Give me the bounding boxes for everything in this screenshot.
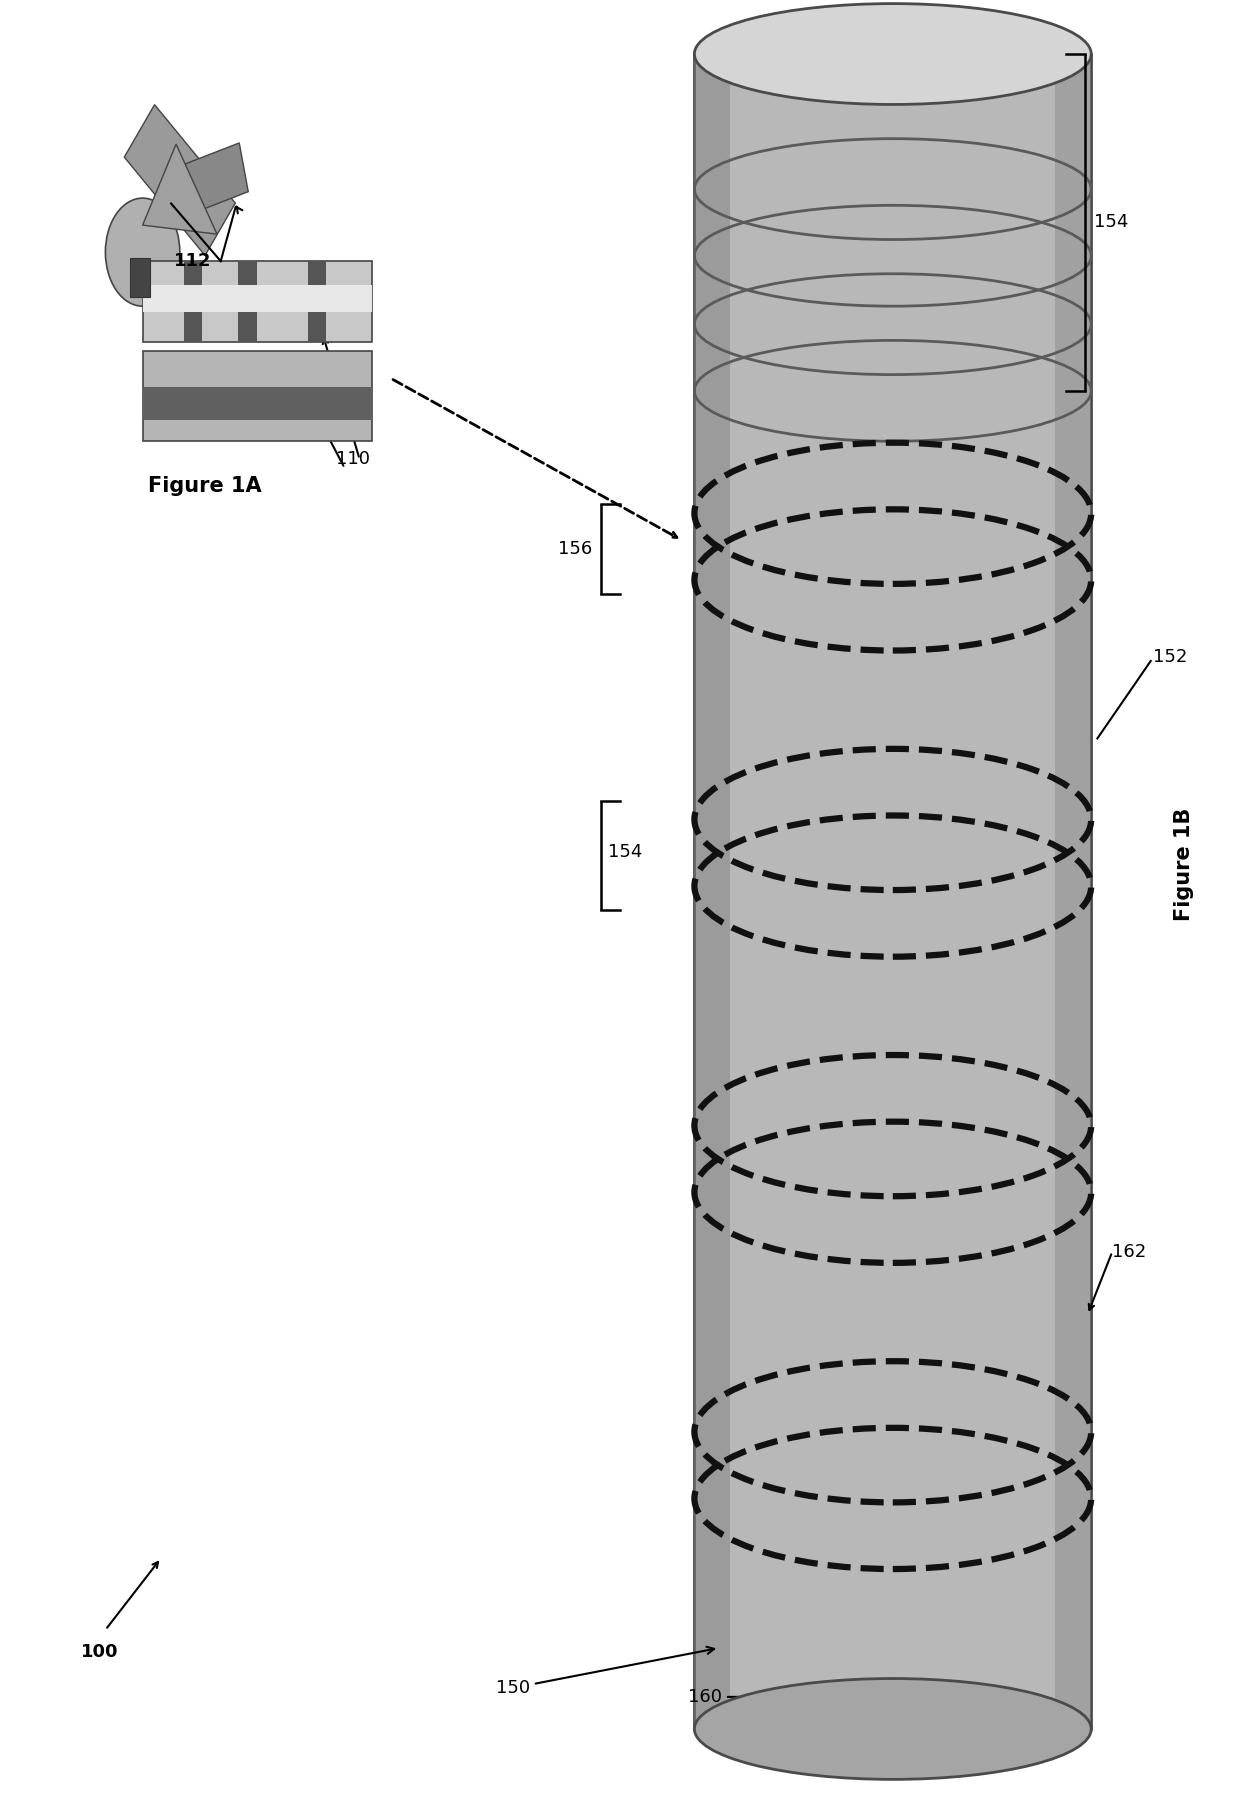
Text: Figure 1A: Figure 1A — [148, 475, 262, 497]
Text: 100: 100 — [81, 1643, 118, 1661]
Bar — [184, 261, 202, 342]
Text: 154: 154 — [1094, 213, 1128, 231]
Text: 154: 154 — [608, 843, 642, 861]
Text: 156: 156 — [558, 540, 593, 558]
Bar — [308, 261, 326, 342]
Bar — [143, 261, 372, 342]
Bar — [143, 387, 372, 420]
Bar — [238, 261, 257, 342]
Text: 110: 110 — [336, 450, 371, 468]
Bar — [143, 351, 372, 441]
Polygon shape — [143, 144, 217, 234]
Circle shape — [105, 198, 180, 306]
Bar — [124, 104, 236, 256]
Bar — [174, 142, 248, 218]
Bar — [143, 285, 372, 312]
Ellipse shape — [694, 4, 1091, 104]
Text: 160: 160 — [688, 1688, 863, 1706]
Bar — [1055, 54, 1091, 1729]
Bar — [130, 258, 150, 297]
Text: 150: 150 — [496, 1646, 714, 1697]
Ellipse shape — [694, 1679, 1091, 1779]
Text: Figure 1B: Figure 1B — [1174, 809, 1194, 920]
Text: 162: 162 — [1112, 1243, 1147, 1261]
Text: 152: 152 — [1153, 648, 1188, 666]
Bar — [694, 54, 1091, 1729]
Bar — [694, 54, 730, 1729]
Text: 112: 112 — [174, 252, 211, 270]
